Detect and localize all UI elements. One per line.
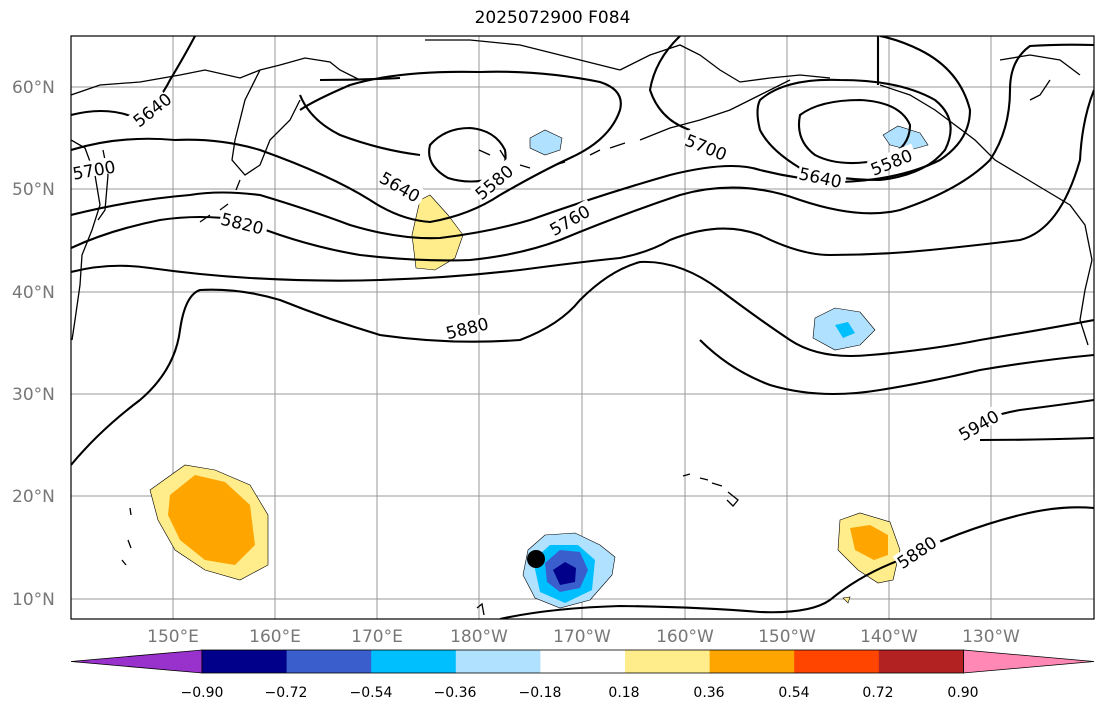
contour-label: 5640 <box>376 168 423 207</box>
colorbar-tick-label: 0.72 <box>862 685 893 701</box>
height-contours <box>71 36 1094 619</box>
lat-tick-label: 50°N <box>12 180 55 200</box>
anomaly-negative-north-east <box>882 125 929 151</box>
colorbar-tick-label: −0.54 <box>350 685 393 701</box>
lon-tick-label: 180°W <box>450 627 508 647</box>
colorbar-segment <box>540 650 626 673</box>
colorbar-tick-label: −0.36 <box>434 685 477 701</box>
contour-label: 5880 <box>444 314 491 344</box>
contour-label: 5640 <box>130 90 176 132</box>
colorbar-segment <box>625 650 711 673</box>
colorbar-segment <box>878 650 964 673</box>
colorbar-segment <box>455 650 541 673</box>
anomaly-positive-east-core <box>850 525 888 560</box>
colorbar-tick-label: −0.90 <box>181 685 224 701</box>
colorbar-extend-high <box>963 649 1095 674</box>
lat-tick-label: 30°N <box>12 385 55 405</box>
colorbar-extend-low <box>70 649 203 674</box>
latitude-axis: 60°N 50°N 40°N 30°N 20°N 10°N <box>12 78 55 610</box>
lon-tick-label: 160°E <box>249 627 301 647</box>
anomaly-positive-north <box>411 194 464 271</box>
colorbar-tick-label: 0.90 <box>947 685 978 701</box>
colorbar-tick-label: 0.54 <box>778 685 809 701</box>
contour-label: 5820 <box>219 210 266 240</box>
colorbar-outline <box>201 649 964 674</box>
lat-tick-label: 10°N <box>12 590 55 610</box>
colorbar-segment <box>202 650 288 673</box>
colorbar <box>70 649 1095 674</box>
lon-tick-label: 130°W <box>962 627 1020 647</box>
colorbar-tick-label: 0.18 <box>608 685 639 701</box>
lat-tick-label: 60°N <box>12 78 55 98</box>
lon-tick-label: 160°W <box>656 627 714 647</box>
storm-center-marker <box>527 550 545 568</box>
colorbar-segment <box>794 650 880 673</box>
lon-tick-label: 150°E <box>147 627 199 647</box>
map-frame <box>70 35 1095 620</box>
map-title: 2025072900 F084 <box>474 8 631 28</box>
colorbar-tick-label: 0.36 <box>693 685 724 701</box>
lat-tick-label: 20°N <box>12 487 55 507</box>
colorbar-tick-label: −0.72 <box>265 685 308 701</box>
anomaly-negative-north-center <box>529 129 563 156</box>
longitude-axis: 150°E 160°E 170°E 180°W 170°W 160°W 150°… <box>147 627 1020 647</box>
lon-tick-label: 150°W <box>758 627 816 647</box>
colorbar-tick-label: −0.18 <box>519 685 562 701</box>
lon-tick-label: 140°W <box>860 627 918 647</box>
lon-tick-label: 170°W <box>553 627 611 647</box>
anomaly-positive-west-core <box>168 475 255 565</box>
colorbar-segment <box>286 650 372 673</box>
colorbar-segment <box>709 650 795 673</box>
contour-label: 5700 <box>682 131 730 166</box>
colorbar-segment <box>371 650 457 673</box>
shaded-anomalies <box>149 125 929 609</box>
lat-tick-label: 40°N <box>12 283 55 303</box>
coastlines <box>71 39 1093 616</box>
colorbar-tick-labels: −0.90 −0.72 −0.54 −0.36 −0.18 0.18 0.36 … <box>181 685 979 701</box>
lon-tick-label: 170°E <box>351 627 403 647</box>
contour-label: 5700 <box>71 157 117 184</box>
